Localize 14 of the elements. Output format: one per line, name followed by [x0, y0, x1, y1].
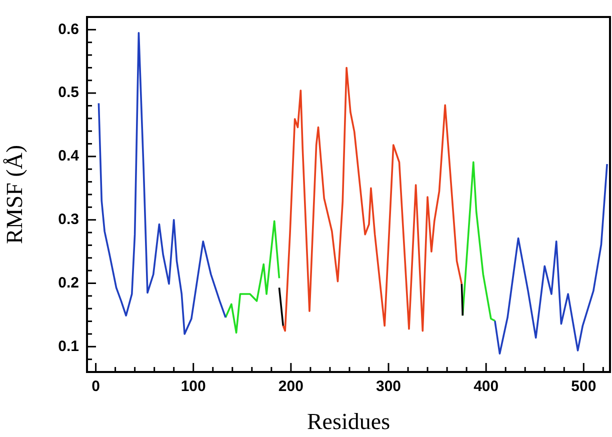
x-tick-label: 300 — [376, 378, 402, 396]
y-tick-label: 0.4 — [58, 148, 80, 165]
y-tick-label: 0.3 — [58, 211, 79, 228]
x-tick-label: 100 — [180, 378, 206, 396]
y-axis-title: RMSF (Å) — [2, 144, 27, 244]
x-tick-label: 200 — [278, 378, 304, 396]
x-axis-title: Residues — [306, 409, 390, 434]
x-tick-label: 400 — [474, 378, 499, 396]
y-tick-label: 0.2 — [58, 274, 79, 292]
y-tick-label: 0.6 — [58, 20, 79, 38]
y-tick-label: 0.5 — [58, 84, 79, 102]
x-tick-label: 0 — [92, 378, 100, 396]
x-tick-label: 500 — [571, 378, 596, 396]
y-tick-label: 0.1 — [58, 338, 79, 355]
